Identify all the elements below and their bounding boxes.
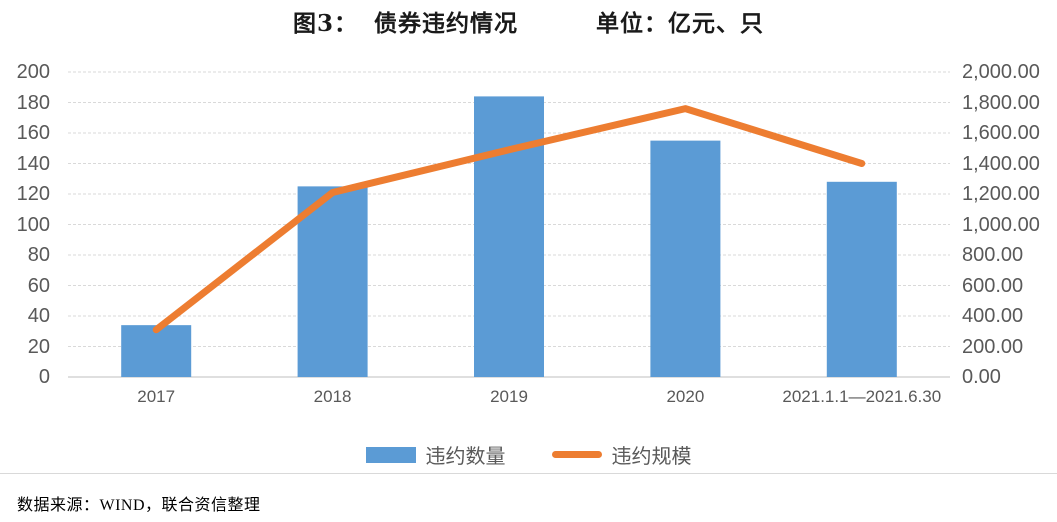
x-axis-label-2021.1.1—2021.6.30: 2021.1.1—2021.6.30 xyxy=(782,387,942,406)
data-source-note: 数据来源：WIND，联合资信整理 xyxy=(17,497,261,514)
y-axis-left-tick: 180 xyxy=(16,91,50,114)
y-axis-right-tick: 200.00 xyxy=(962,335,1024,358)
y-axis-right-tick: 0.00 xyxy=(962,366,1001,388)
figure-label: 图3： xyxy=(292,10,358,37)
legend-label-bar: 违约数量 xyxy=(425,446,506,468)
y-axis-left-tick: 160 xyxy=(16,122,50,144)
y-axis-left-tick: 80 xyxy=(27,244,50,266)
y-axis-left-tick: 60 xyxy=(27,274,50,297)
line-series xyxy=(152,105,866,334)
chart-title: 图3： 债券违约情况 单位：亿元、只 xyxy=(0,4,1057,38)
legend-label-line: 违约规模 xyxy=(611,446,692,468)
y-axis-right-tick: 1,800.00 xyxy=(962,91,1040,114)
y-axis-right-tick: 1,000.00 xyxy=(962,213,1040,236)
y-axis-left-tick: 140 xyxy=(16,152,50,175)
line-swatch-icon xyxy=(551,451,602,458)
x-axis-label-2017: 2017 xyxy=(137,387,176,406)
y-axis-right-tick: 400.00 xyxy=(962,305,1024,327)
bar-2020 xyxy=(650,140,721,377)
y-axis-right-tick: 600.00 xyxy=(962,274,1024,297)
chart-legend: 违约数量 违约规模 xyxy=(0,440,1057,469)
y-axis-left-tick: 0 xyxy=(38,366,50,388)
chart-plot-area: 0 20 40 60 80 100 120 140 160 180 200 0.00 200.00 400… xyxy=(0,55,1057,430)
legend-item-line-series: 违约规模 xyxy=(551,440,692,469)
bar-2017 xyxy=(121,325,192,377)
y-axis-right-tick: 1,600.00 xyxy=(962,122,1040,144)
y-axis-right-tick: 1,200.00 xyxy=(962,183,1040,205)
y-axis-right-tick: 1,400.00 xyxy=(962,152,1040,175)
y-axis-left-tick: 120 xyxy=(16,183,50,205)
x-axis-label-2018: 2018 xyxy=(313,387,352,406)
y-axis-right-tick: 800.00 xyxy=(962,244,1024,266)
bar-2019 xyxy=(474,96,544,378)
legend-item-bar-series: 违约数量 xyxy=(365,440,506,469)
bar-2021.1.1—2021.6.30 xyxy=(826,181,897,377)
chart-title-text: 债券违约情况 xyxy=(374,10,518,37)
y-axis-left-tick: 20 xyxy=(27,335,50,358)
x-axis-label-2020: 2020 xyxy=(666,387,705,406)
chart-canvas xyxy=(68,71,950,378)
chart-unit-text: 单位：亿元、只 xyxy=(596,10,764,37)
bar-2018 xyxy=(297,186,368,377)
x-axis-label-2019: 2019 xyxy=(490,387,528,406)
bar-swatch-icon xyxy=(365,446,416,463)
y-axis-right-tick: 2,000.00 xyxy=(962,61,1040,83)
separator-line xyxy=(0,473,1057,474)
y-axis-left-tick: 40 xyxy=(27,305,50,327)
y-axis-left-tick: 200 xyxy=(16,61,50,83)
y-axis-left-tick: 100 xyxy=(16,213,50,236)
